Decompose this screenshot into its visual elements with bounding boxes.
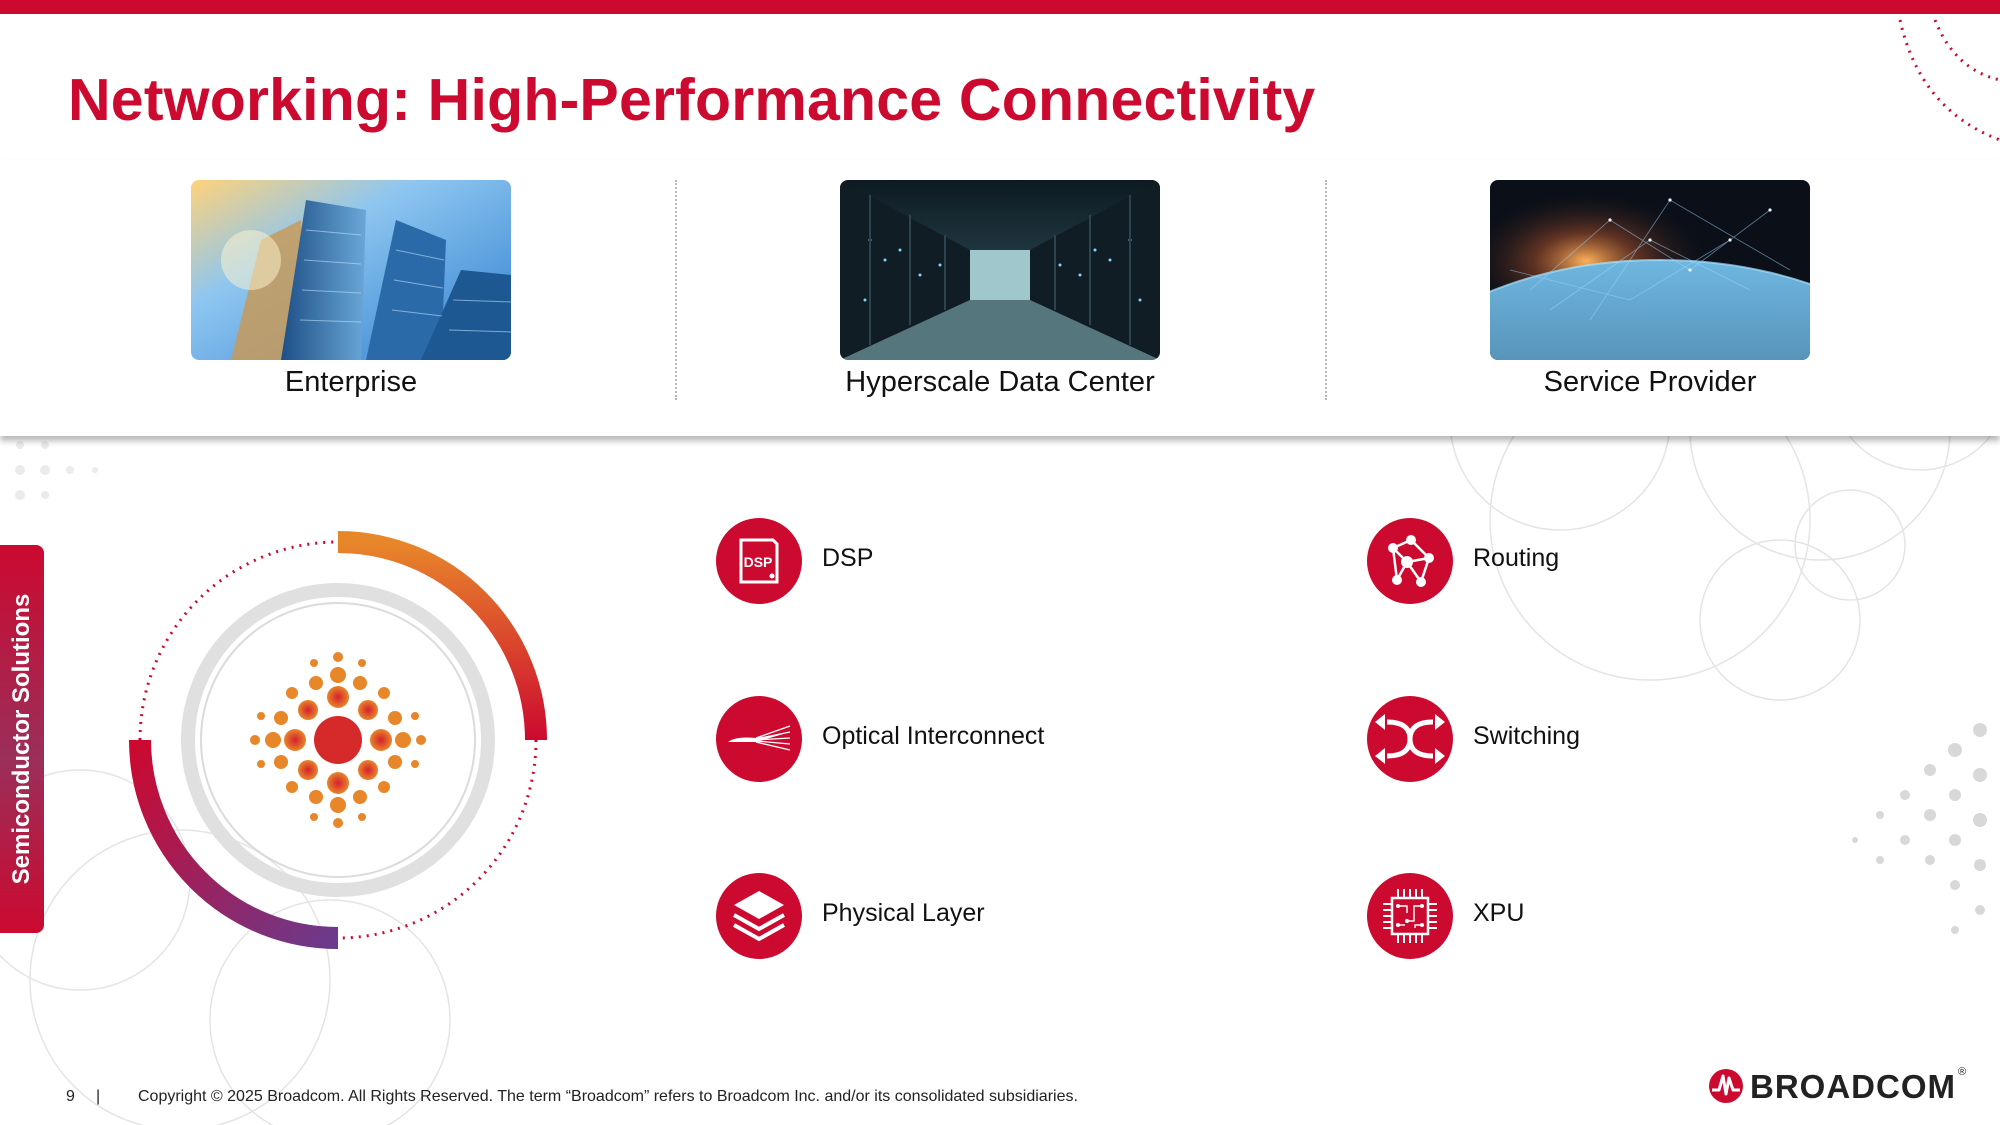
switching-arrows-icon: [1367, 696, 1453, 782]
capability-label: Physical Layer: [822, 899, 985, 927]
dsp-chip-icon: DSP: [716, 518, 802, 604]
capability-label: DSP: [822, 544, 874, 572]
segment-enterprise: Enterprise: [191, 180, 511, 399]
capability-label: XPU: [1473, 899, 1525, 927]
segments-band: Enterprise: [0, 160, 2000, 436]
segment-divider: [675, 180, 677, 400]
capability-label: Optical Interconnect: [822, 722, 1045, 750]
segment-label: Enterprise: [284, 366, 418, 398]
capability-xpu: XPU: [1367, 873, 1967, 963]
routing-network-icon: [1367, 518, 1453, 604]
copyright-text: Copyright © 2025 Broadcom. All Rights Re…: [138, 1088, 1078, 1105]
footer: 9 | Copyright © 2025 Broadcom. All Rights …: [66, 1088, 1078, 1106]
segment-label: Service Provider: [1543, 366, 1757, 398]
side-section-tab: Semiconductor Solutions: [0, 545, 44, 933]
capability-switching: Switching: [1367, 696, 1967, 786]
page-number: 9: [66, 1088, 75, 1105]
processor-chip-icon: [1367, 873, 1453, 959]
segment-divider: [1325, 180, 1327, 400]
capability-dsp: DSP DSP: [716, 518, 1316, 608]
side-tab-label: Semiconductor Solutions: [8, 593, 35, 885]
footer-separator: |: [96, 1088, 101, 1105]
globe-network-photo: [1490, 180, 1810, 360]
optical-fiber-icon: [716, 696, 802, 782]
top-accent-bar: [0, 0, 2000, 14]
segment-label: Hyperscale Data Center: [845, 366, 1155, 398]
page-title: Networking: High-Performance Connectivit…: [68, 67, 1316, 133]
capability-routing: Routing: [1367, 518, 1967, 608]
capability-label: Switching: [1473, 722, 1580, 750]
segment-service-provider: Service Provider: [1490, 180, 1810, 399]
capability-label: Routing: [1473, 544, 1560, 572]
server-aisle-photo: [840, 180, 1160, 360]
registered-mark: ®: [1958, 1066, 1967, 1078]
semiconductor-wheel-graphic: [129, 531, 547, 949]
logo-wordmark: BROADCOM: [1750, 1068, 1956, 1105]
capability-physical-layer: Physical Layer: [716, 873, 1316, 963]
capability-optical-interconnect: Optical Interconnect: [716, 696, 1316, 786]
broadcom-pulse-icon: [1709, 1069, 1743, 1103]
dsp-icon-text: DSP: [744, 554, 773, 570]
layers-icon: [716, 873, 802, 959]
segment-hyperscale: Hyperscale Data Center: [840, 180, 1160, 399]
skyscrapers-photo: [191, 180, 511, 360]
